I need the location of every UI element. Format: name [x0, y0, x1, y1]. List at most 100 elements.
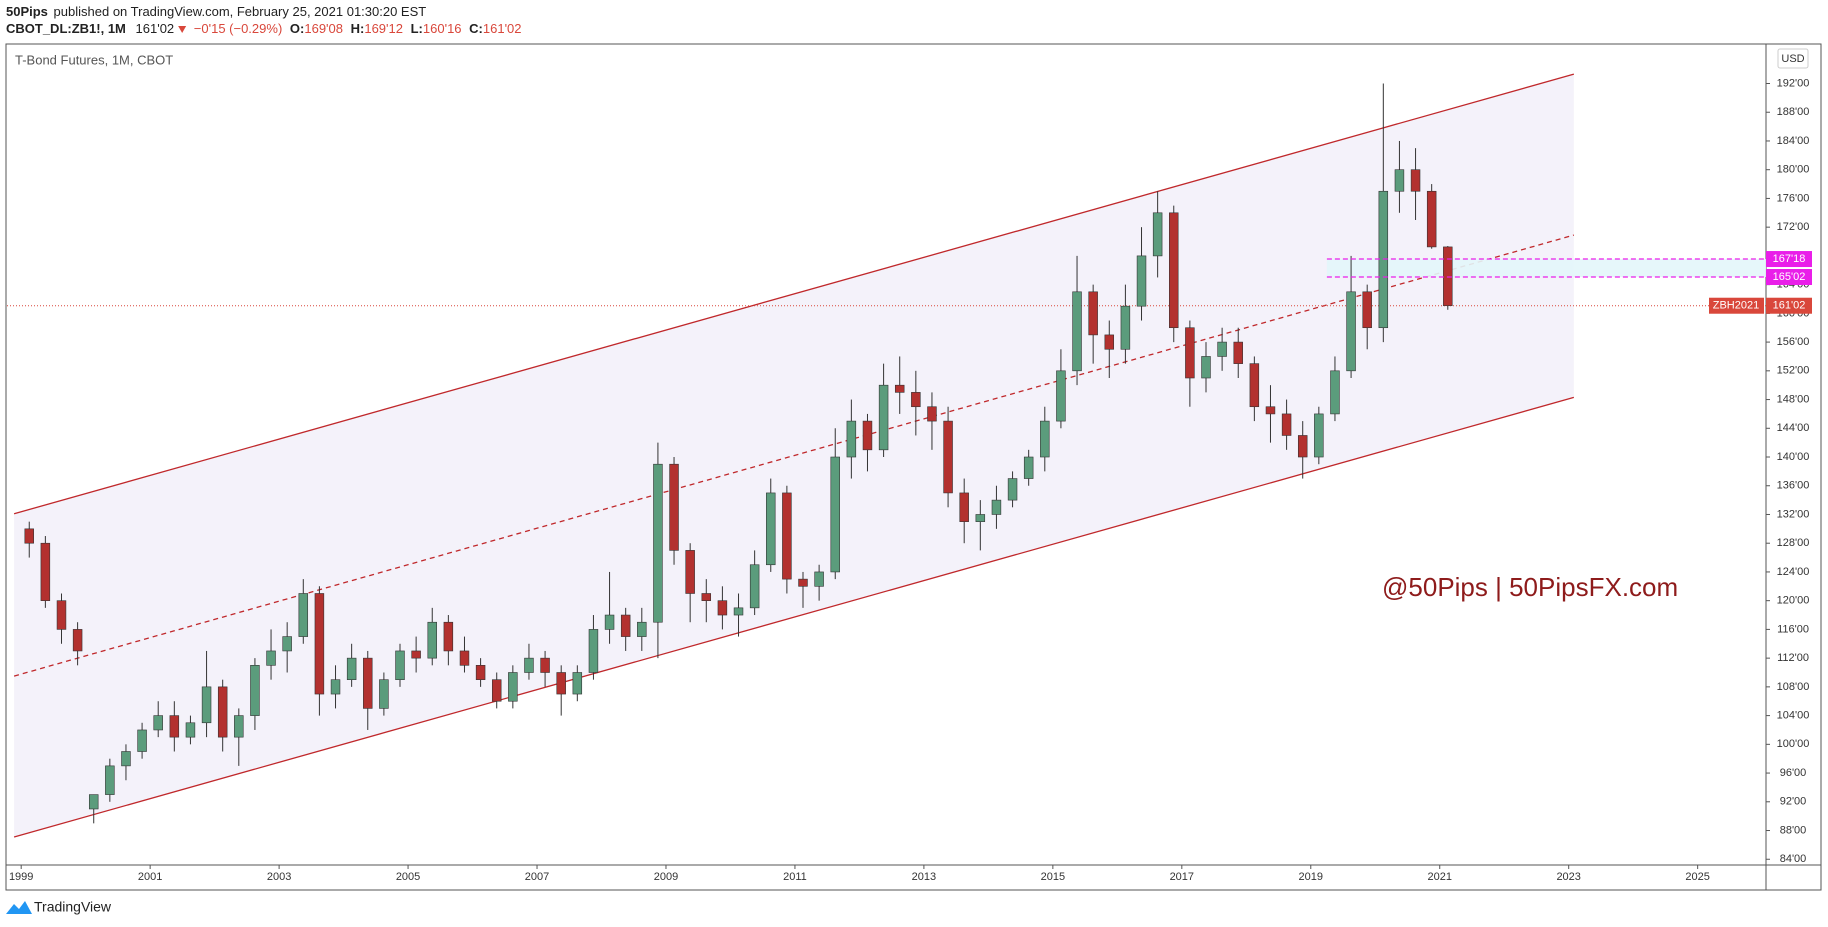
- x-tick-label: 2025: [1685, 871, 1709, 883]
- candle-body: [1297, 435, 1308, 458]
- candle-body: [1120, 305, 1131, 350]
- candle-body: [1362, 291, 1372, 329]
- ohlc-key: O:: [290, 21, 304, 36]
- zone-tag: [1766, 268, 1812, 285]
- candle-body: [1410, 169, 1421, 192]
- candle-body: [943, 420, 953, 494]
- candle-body: [701, 593, 712, 601]
- x-tick-label: 2007: [525, 871, 549, 883]
- candle-body: [346, 657, 357, 680]
- last-price-label: 161'02: [1773, 300, 1806, 312]
- candle-body: [1265, 406, 1276, 415]
- candle-body: [1169, 212, 1179, 329]
- candle-body: [637, 621, 647, 637]
- symbol-line: CBOT_DL:ZB1!, 1M 161'02 −0'15 (−0.29%) O…: [6, 21, 522, 36]
- y-tick-label: 112'00: [1777, 652, 1809, 664]
- candle-body: [298, 593, 309, 637]
- zone-tag-label: 167'18: [1773, 253, 1806, 265]
- candle-body: [1346, 291, 1356, 372]
- y-tick-label: 84'00: [1780, 853, 1807, 865]
- y-tick-label: 108'00: [1777, 681, 1810, 693]
- candle-body: [572, 672, 583, 695]
- y-tick-label: 144'00: [1777, 422, 1810, 434]
- candle-body: [814, 571, 824, 587]
- zone-tag-label: 165'02: [1773, 271, 1806, 283]
- publisher: 50Pips: [6, 4, 48, 19]
- candle-body: [1249, 363, 1260, 408]
- x-tick-label: 2019: [1299, 871, 1323, 883]
- candle-body: [491, 679, 502, 702]
- candle-body: [1281, 413, 1292, 436]
- x-tick-label: 2011: [783, 871, 807, 883]
- candle-body: [588, 629, 599, 673]
- y-tick-label: 116'00: [1777, 623, 1809, 635]
- x-tick-label: 2009: [654, 871, 678, 883]
- candle-body: [1314, 413, 1324, 458]
- ohlc-key: L:: [411, 21, 423, 36]
- candle-body: [524, 657, 534, 673]
- contract-tag: [1709, 297, 1764, 314]
- candle-body: [250, 665, 260, 716]
- candle-body: [766, 492, 776, 566]
- ohlc-value: 169'12: [364, 21, 403, 36]
- candle-body: [234, 715, 244, 738]
- candle-body: [88, 794, 99, 810]
- candle-body: [282, 636, 292, 652]
- tv-logo: [6, 901, 32, 914]
- currency-box: [1777, 48, 1809, 69]
- published: published on TradingView.com, February 2…: [54, 4, 427, 19]
- candle-body: [1007, 478, 1018, 501]
- candle-body: [1330, 370, 1340, 415]
- candle-body: [911, 392, 921, 408]
- y-tick-label: 172'00: [1777, 221, 1810, 233]
- candle-body: [266, 650, 276, 666]
- x-tick-label: 2001: [138, 871, 162, 883]
- y-tick-label: 96'00: [1780, 767, 1807, 779]
- y-tick-label: 176'00: [1777, 192, 1810, 204]
- y-tick-label: 136'00: [1777, 480, 1810, 492]
- watermark: @50Pips | 50PipsFX.com: [1382, 572, 1678, 602]
- candle-body: [685, 550, 695, 594]
- candle-body: [653, 463, 663, 623]
- candle-body: [749, 564, 760, 609]
- x-tick-label: 1999: [9, 871, 33, 883]
- x-tick-label: 2013: [912, 871, 936, 883]
- candle-body: [927, 406, 937, 422]
- x-tick-label: 2003: [267, 871, 291, 883]
- ohlc-key: H:: [351, 21, 365, 36]
- zone: [1326, 259, 1766, 277]
- candle-body: [330, 679, 341, 695]
- currency: USD: [1781, 53, 1804, 65]
- candle-body: [862, 420, 873, 451]
- y-tick-label: 192'00: [1777, 77, 1810, 89]
- candle-body: [669, 463, 679, 551]
- candle-body: [846, 420, 857, 458]
- candle-body: [379, 679, 389, 709]
- candle-body: [137, 729, 147, 752]
- candle-body: [556, 672, 566, 695]
- candle-body: [201, 686, 212, 724]
- candle-body: [1394, 169, 1405, 192]
- candle-body: [1088, 291, 1098, 336]
- x-tick-label: 2017: [1170, 871, 1194, 883]
- candle-body: [894, 384, 905, 393]
- down-arrow: [178, 25, 187, 33]
- candle-body: [1072, 291, 1082, 372]
- candle-body: [1136, 255, 1147, 307]
- candle-body: [475, 665, 486, 680]
- last-price-tag: [1766, 297, 1812, 314]
- ohlc-value: 169'08: [304, 21, 343, 36]
- candle-body: [1104, 334, 1115, 350]
- y-tick-label: 140'00: [1777, 451, 1810, 463]
- y-tick-label: 148'00: [1777, 393, 1810, 405]
- candle-body: [121, 751, 131, 767]
- candle-body: [1233, 341, 1243, 364]
- candle-body: [959, 492, 969, 522]
- candle-body: [427, 621, 437, 659]
- chart-title: T-Bond Futures, 1M, CBOT: [15, 52, 173, 67]
- candle-body: [443, 621, 454, 652]
- candle-body: [604, 614, 615, 630]
- candle-body: [314, 593, 325, 695]
